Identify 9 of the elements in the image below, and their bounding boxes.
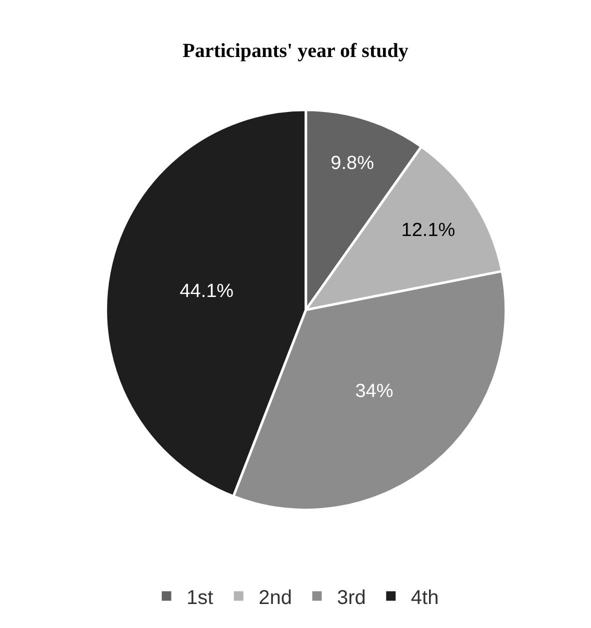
data-label: 9.8%	[330, 153, 374, 174]
chart-title: Participants' year of study	[182, 40, 408, 62]
data-label: 12.1%	[401, 220, 456, 242]
legend-label: 1st	[186, 586, 214, 609]
legend-label: 3rd	[337, 586, 366, 609]
legend-label: 2nd	[258, 586, 292, 609]
legend-label: 4th	[410, 586, 439, 609]
data-label: 44.1%	[180, 280, 234, 302]
data-label: 34%	[355, 381, 394, 402]
